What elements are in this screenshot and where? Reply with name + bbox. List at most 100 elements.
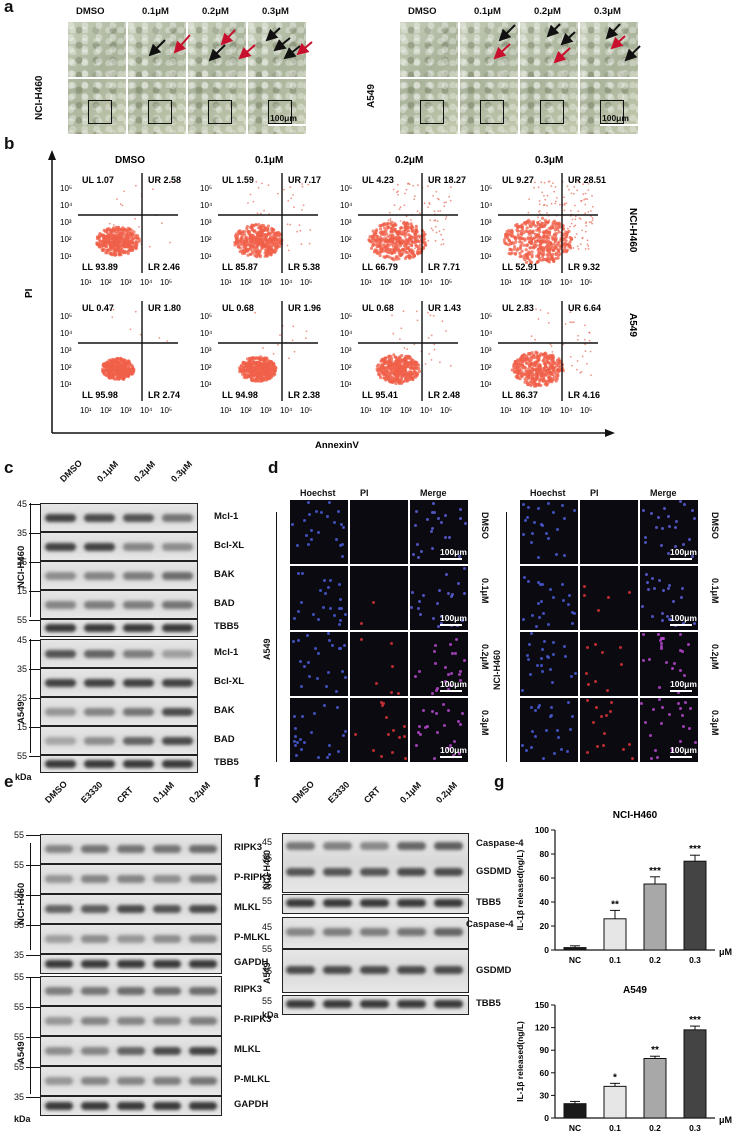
panel-b-event-dot: [395, 248, 399, 252]
panel-b-event-dot: [405, 373, 409, 377]
panel-b-scatter-dot: [416, 236, 418, 239]
panel-b-event-dot: [131, 241, 135, 245]
panel-b-scatter-dot: [445, 330, 447, 332]
panel-e-a549-strip: [40, 1036, 222, 1066]
a549-chart-unit: μM: [719, 1115, 732, 1125]
panel-b-event-dot: [539, 242, 543, 246]
panel-a-arrow: [148, 39, 166, 57]
panel-b-quadrant-ll: LL 66.79: [362, 262, 398, 272]
panel-d-cell: [316, 677, 320, 681]
panel-b-event-dot: [544, 372, 548, 377]
panel-b-scatter-dot: [417, 184, 419, 187]
panel-b-scatter-dot: [586, 243, 589, 246]
panel-b-event-dot: [520, 371, 524, 375]
panel-b-scatter-dot: [581, 355, 584, 358]
panel-b-scatter-dot: [534, 338, 536, 341]
panel-f-gsdmd-band: [286, 868, 315, 876]
panel-d-cell: [343, 730, 347, 734]
panel-d-cell: [650, 757, 654, 760]
panel-b-event-dot: [533, 241, 537, 245]
panel-d-cell: [339, 646, 343, 650]
panel-b-scatter-dot: [444, 218, 447, 220]
panel-d-cell: [297, 638, 301, 642]
panel-f-gsdmd-band: [397, 966, 426, 974]
panel-b-y-tick: 10²: [200, 363, 212, 372]
panel-b-scatter-dot: [536, 375, 539, 378]
panel-d-cell: [666, 551, 670, 555]
panel-d-cell: [573, 611, 577, 615]
panel-b-event-dot: [121, 361, 125, 366]
panel-b-event-dot: [246, 253, 250, 257]
panel-b-event-dot: [530, 374, 534, 378]
panel-b-scatter-dot: [569, 321, 572, 323]
panel-d-cell: [681, 542, 685, 546]
panel-b-scatter-dot: [405, 229, 407, 232]
panel-b-scatter-dot: [448, 195, 451, 198]
panel-d-cell: [340, 523, 344, 526]
panel-b-scatter-dot: [543, 194, 545, 197]
panel-d-row-label: 0.1μM: [480, 578, 490, 604]
panel-d-cell: [551, 652, 555, 656]
panel-d-image: [350, 500, 408, 564]
panel-e-nci-h460-band: [45, 875, 73, 883]
panel-b-event-dot: [380, 371, 385, 375]
panel-b-scatter-dot: [304, 337, 307, 340]
panel-b-event-dot: [242, 230, 246, 234]
panel-b-scatter-dot: [391, 220, 394, 223]
panel-b-event-dot: [121, 249, 125, 253]
panel-b-event-dot: [397, 369, 401, 373]
panel-b-event-dot: [375, 237, 380, 242]
panel-d-cell: [646, 588, 650, 592]
panel-b-scatter-dot: [427, 239, 430, 242]
panel-c-nci-h460-mw-tick: [29, 504, 40, 505]
panel-d-cell: [659, 642, 663, 646]
panel-b-scatter-dot: [587, 247, 590, 250]
panel-d-cell: [567, 603, 571, 607]
panel-b-event-dot: [383, 222, 387, 226]
panel-d-cell: [670, 747, 674, 751]
panel-b-event-dot: [375, 250, 379, 254]
panel-d-cell: [381, 702, 385, 706]
panel-c-nci-h460-protein-label: TBB5: [214, 621, 239, 632]
panel-e-a549-mw-tick: [26, 1007, 40, 1008]
panel-b-event-dot: [383, 358, 387, 362]
panel-b-event-dot: [413, 366, 417, 370]
nci-h460-chart-significance: **: [611, 899, 619, 910]
panel-b-event-dot: [507, 228, 511, 233]
panel-d-cell: [314, 647, 318, 651]
panel-b-x-tick: 10⁵: [580, 278, 592, 287]
panel-b-scatter-dot: [272, 352, 275, 355]
panel-b-event-dot: [520, 223, 524, 227]
panel-b-event-dot: [526, 357, 530, 361]
panel-b-scatter-dot: [432, 229, 434, 232]
panel-d-scale-bar: [440, 558, 462, 560]
panel-e-column-label: 0.1μM: [150, 779, 177, 805]
panel-b-y-tick: 10²: [480, 235, 492, 244]
panel-b-quadrant-ll: LL 95.41: [362, 390, 398, 400]
panel-b-event-dot: [547, 226, 551, 230]
panel-e-nci-h460-band: [45, 960, 73, 968]
panel-b-event-dot: [97, 245, 101, 249]
panel-b-scatter-dot: [551, 351, 554, 353]
panel-b-scatter-dot: [569, 225, 571, 228]
panel-d-cell: [548, 587, 552, 591]
panel-d-cell: [666, 615, 670, 619]
panel-b-scatter-dot: [573, 192, 575, 195]
panel-b-y-tick: 10⁴: [60, 329, 73, 338]
panel-b-scatter-dot: [569, 311, 572, 313]
panel-b-event-dot: [388, 372, 392, 376]
panel-c-column-label: 0.2μM: [131, 458, 158, 484]
panel-b-scatter-dot: [402, 310, 405, 312]
panel-b-event-dot: [272, 236, 276, 240]
panel-b-event-dot: [528, 246, 532, 250]
panel-d-column-label: Merge: [420, 488, 447, 498]
panel-b-x-tick: 10²: [520, 278, 532, 287]
panel-b-event-dot: [102, 236, 107, 240]
panel-b-event-dot: [504, 235, 508, 239]
panel-b-event-dot: [417, 369, 421, 373]
panel-b-scatter-dot: [584, 248, 587, 250]
panel-b-event-dot: [415, 373, 419, 377]
panel-b-event-dot: [251, 237, 255, 241]
panel-b-event-dot: [113, 253, 117, 257]
panel-b-scatter-dot: [254, 311, 256, 314]
